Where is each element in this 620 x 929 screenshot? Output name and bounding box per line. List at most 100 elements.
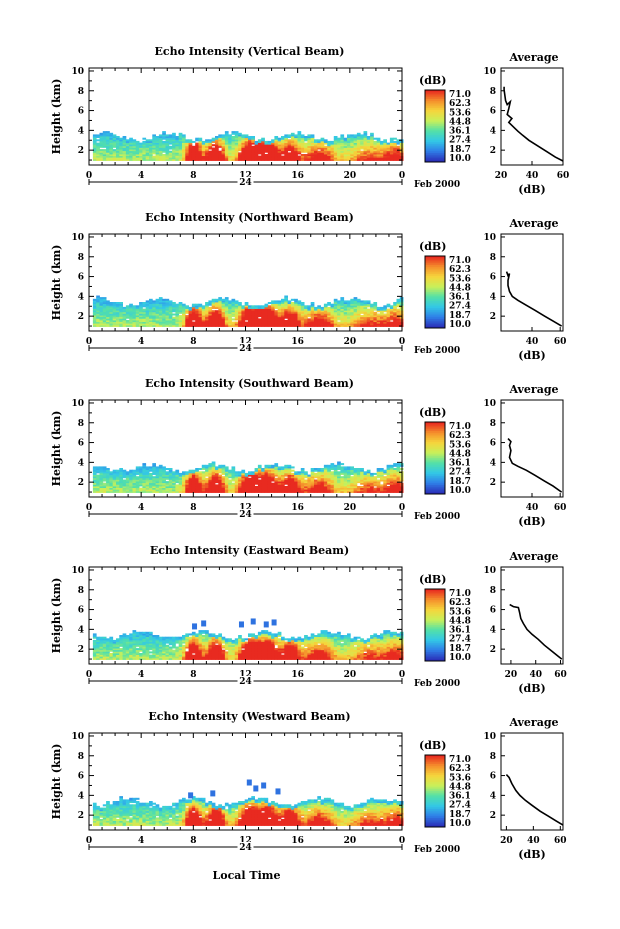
echo-cell: [155, 466, 160, 469]
echo-cell: [310, 149, 315, 152]
echo-cell: [145, 636, 150, 639]
echo-cell: [304, 324, 308, 327]
echo-cell: [363, 490, 368, 493]
echo-cell: [396, 474, 401, 477]
echo-cell: [185, 490, 189, 493]
echo-cell: [347, 150, 351, 153]
echo-cell: [300, 154, 305, 157]
echo-cell: [373, 320, 378, 323]
echo-cell: [231, 324, 236, 327]
echo-cell: [119, 477, 123, 480]
echo-cell: [389, 140, 394, 143]
echo-cell: [343, 321, 348, 324]
echo-cell: [383, 150, 387, 153]
echo-cell: [304, 489, 308, 492]
echo-cell: [152, 481, 156, 484]
echo-cell: [145, 154, 150, 157]
echo-cell: [241, 481, 246, 484]
echo-cell: [145, 481, 150, 484]
echo-cell: [317, 323, 321, 326]
echo-cell: [178, 320, 183, 323]
echo-cell: [281, 300, 285, 303]
echo-cell: [254, 145, 259, 148]
echo-cell: [320, 137, 325, 140]
echo-cell: [228, 155, 232, 158]
echo-cell: [185, 305, 189, 308]
echo-cell: [267, 140, 272, 143]
echo-cell: [208, 158, 213, 161]
echo-cell: [284, 305, 288, 308]
echo-cell: [211, 481, 216, 484]
echo-cell: [366, 150, 371, 153]
echo-cell: [231, 489, 236, 492]
echo-cell: [205, 306, 209, 309]
echo-cell: [201, 313, 206, 316]
echo-cell: [294, 315, 298, 318]
echo-cell: [165, 136, 170, 139]
echo-cell: [284, 469, 288, 472]
y-tick-label: 6: [78, 273, 84, 283]
echo-cell: [145, 653, 150, 656]
echo-cell: [139, 487, 143, 490]
echo-cell: [162, 131, 166, 134]
echo-cell: [337, 468, 341, 471]
echo-cell: [122, 472, 127, 475]
echo-cell: [241, 149, 246, 152]
echo-cell: [337, 300, 341, 303]
echo-cell: [333, 137, 338, 140]
echo-cell: [251, 306, 255, 309]
echo-cell: [211, 147, 216, 150]
echo-cell: [205, 466, 209, 469]
echo-cell: [330, 155, 335, 158]
echo-cell: [251, 308, 255, 311]
echo-cell: [393, 152, 397, 155]
echo-cell: [281, 484, 285, 487]
colorbar-swatch: [425, 142, 445, 145]
echo-cell: [152, 150, 156, 153]
echo-cell: [149, 155, 153, 158]
echo-cell: [284, 139, 288, 142]
echo-cell: [119, 320, 123, 323]
echo-cell: [281, 158, 285, 161]
echo-cell: [221, 308, 226, 311]
echo-cell: [228, 311, 232, 314]
echo-cell: [320, 154, 325, 157]
echo-cell: [175, 150, 180, 153]
echo-cell: [92, 137, 97, 140]
echo-cell: [152, 155, 156, 158]
echo-cell: [139, 482, 143, 485]
echo-cell: [168, 152, 173, 155]
colorbar-swatch: [425, 109, 445, 113]
echo-cell: [327, 490, 331, 493]
echo-cell: [356, 152, 361, 155]
colorbar-unit: (dB): [419, 240, 446, 253]
echo-cell: [337, 158, 341, 161]
echo-cell: [122, 646, 127, 649]
echo-cell: [264, 308, 269, 311]
echo-cell: [330, 484, 335, 487]
echo-cell: [238, 489, 242, 492]
echo-cell: [168, 476, 173, 479]
y-axis-label: Height (km): [50, 79, 63, 155]
echo-cell: [132, 638, 137, 641]
echo-cell: [267, 487, 272, 490]
echo-cell: [353, 298, 358, 301]
echo-cell: [152, 157, 156, 160]
echo-cell: [376, 484, 381, 487]
echo-cell: [165, 157, 170, 160]
echo-cell: [215, 316, 219, 319]
echo-cell: [340, 137, 345, 140]
echo-cell: [281, 149, 285, 152]
echo-cell: [261, 305, 265, 308]
echo-cell: [198, 489, 203, 492]
echo-cell: [264, 487, 269, 490]
echo-cell: [142, 323, 147, 326]
echo-cell: [347, 300, 351, 303]
echo-cell: [383, 477, 387, 480]
echo-cell: [168, 641, 173, 644]
echo-cell: [224, 134, 229, 137]
echo-cell: [152, 152, 156, 155]
echo-cell: [132, 486, 137, 489]
echo-cell: [360, 479, 364, 482]
